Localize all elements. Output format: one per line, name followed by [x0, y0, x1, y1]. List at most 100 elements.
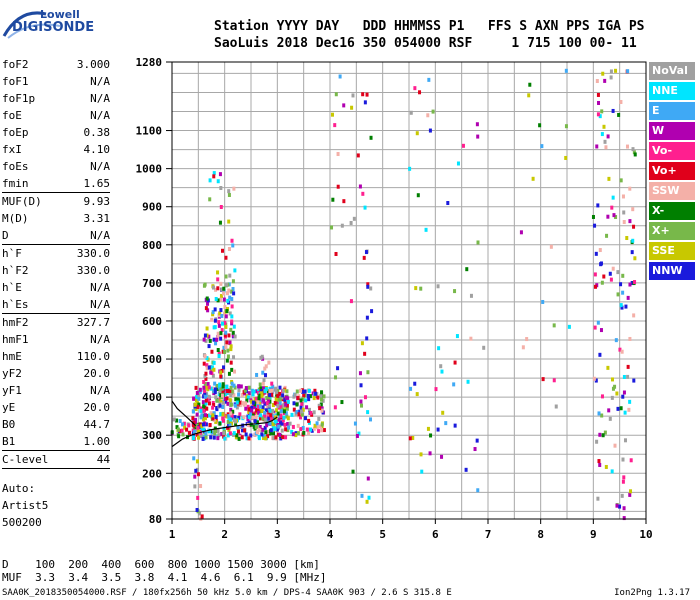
- echo-point: [228, 340, 232, 345]
- echo-point: [192, 456, 196, 461]
- echo-point: [286, 416, 290, 421]
- echo-point: [528, 82, 532, 87]
- echo-point: [307, 388, 311, 393]
- param-row: foEs N/A: [2, 158, 110, 175]
- echo-point: [217, 433, 221, 438]
- echo-point: [364, 250, 368, 255]
- echo-point: [307, 397, 311, 402]
- echo-point: [238, 403, 242, 408]
- echo-point: [411, 435, 415, 440]
- echo-point: [226, 401, 230, 406]
- echo-point: [598, 432, 602, 437]
- echo-point: [314, 391, 318, 396]
- echo-point: [228, 295, 232, 300]
- echo-point: [538, 123, 542, 128]
- echo-point: [600, 280, 604, 285]
- echo-point: [285, 406, 289, 411]
- echo-point: [603, 139, 607, 144]
- echo-point: [619, 282, 623, 287]
- echo-point: [217, 354, 221, 359]
- echo-point: [318, 406, 322, 411]
- echo-point: [296, 423, 300, 428]
- logo-text-digisonde: DIGISONDE: [12, 20, 95, 35]
- echo-point: [220, 321, 224, 326]
- echo-point: [243, 428, 247, 433]
- header-line-1: Station YYYY DAY DDD HHMMSS P1 FFS S AXN…: [214, 19, 645, 34]
- echo-point: [359, 383, 363, 388]
- echo-point: [284, 405, 288, 410]
- echo-point: [225, 309, 229, 314]
- echo-point: [363, 351, 367, 356]
- echo-point: [204, 431, 208, 436]
- echo-point: [598, 462, 602, 467]
- echo-point: [219, 374, 223, 379]
- echo-point: [305, 427, 309, 432]
- echo-point: [229, 407, 233, 412]
- echo-point: [220, 432, 224, 437]
- echo-point: [594, 251, 598, 256]
- echo-point: [262, 377, 266, 382]
- echo-point: [244, 406, 248, 411]
- echo-point: [257, 434, 261, 439]
- echo-point: [276, 411, 280, 416]
- echo-point: [227, 247, 231, 252]
- echo-point: [334, 375, 338, 380]
- echo-point: [226, 389, 230, 394]
- echo-point: [349, 220, 353, 225]
- echo-point: [215, 398, 219, 403]
- echo-point: [271, 403, 275, 408]
- plot-frame: [171, 61, 647, 520]
- echo-point: [233, 334, 237, 339]
- echo-point: [611, 266, 615, 271]
- echo-point: [198, 390, 202, 395]
- echo-point: [597, 100, 601, 105]
- param-value: 44.7: [83, 418, 111, 431]
- echo-point: [246, 417, 250, 422]
- echo-point: [414, 286, 418, 291]
- echo-point: [219, 412, 223, 417]
- echo-point: [625, 236, 629, 241]
- echo-point: [476, 488, 480, 493]
- param-value: 330.0: [76, 264, 110, 277]
- echo-point: [202, 361, 206, 366]
- echo-point: [268, 420, 272, 425]
- echo-point: [222, 288, 226, 293]
- echo-point: [232, 324, 236, 329]
- echo-point: [211, 416, 215, 421]
- echo-point: [264, 430, 268, 435]
- echo-point: [212, 403, 216, 408]
- echo-point: [273, 419, 277, 424]
- echo-point: [219, 331, 223, 336]
- echo-point: [224, 314, 228, 319]
- echo-point: [204, 371, 208, 376]
- echo-point: [261, 416, 265, 421]
- echo-point: [330, 225, 334, 230]
- echo-point: [288, 421, 292, 426]
- echo-point: [426, 426, 430, 431]
- echo-point: [214, 429, 218, 434]
- echo-point: [263, 425, 267, 430]
- echo-point: [274, 386, 278, 391]
- echo-point: [473, 447, 477, 452]
- echo-point: [269, 416, 273, 421]
- echo-point: [464, 467, 468, 472]
- echo-point: [197, 396, 201, 401]
- echo-point: [270, 381, 274, 386]
- echo-point: [244, 386, 248, 391]
- echo-point: [219, 398, 223, 403]
- echo-point: [231, 243, 235, 248]
- echo-point: [299, 388, 303, 393]
- echo-point: [267, 403, 271, 408]
- echo-point: [249, 415, 253, 420]
- echo-point: [253, 404, 257, 409]
- echo-point: [230, 238, 234, 243]
- echo-point: [265, 395, 269, 400]
- echo-point: [271, 408, 275, 413]
- echo-point: [229, 344, 233, 349]
- echo-point: [598, 114, 602, 119]
- echo-point: [227, 371, 231, 376]
- echo-point: [207, 429, 211, 434]
- echo-point: [207, 365, 211, 370]
- echo-point: [233, 415, 237, 420]
- echo-point: [202, 283, 206, 288]
